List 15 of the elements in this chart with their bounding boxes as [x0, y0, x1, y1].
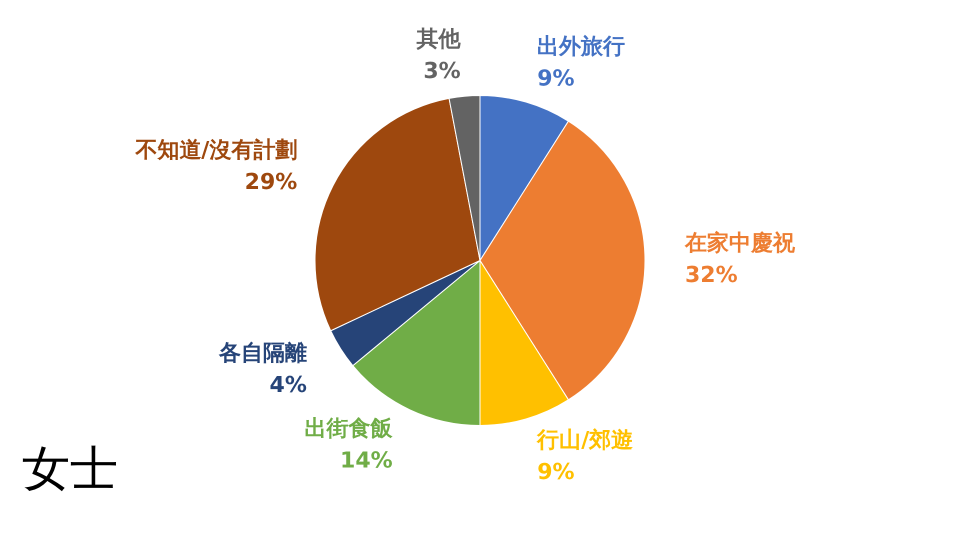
- data-label: 9%: [537, 66, 575, 92]
- data-label: 29%: [244, 170, 298, 196]
- slice-label: 不知道/沒有計劃: [134, 138, 298, 164]
- text: 女士: [22, 441, 118, 497]
- slice-label: 行山/郊遊: [536, 428, 634, 454]
- data-label: 4%: [270, 373, 307, 398]
- slice-label: 在家中慶祝: [684, 230, 796, 256]
- slice-label: 出外旅行: [537, 34, 626, 60]
- slice-label: 出街食飯: [304, 416, 394, 442]
- slice-label: 其他: [416, 27, 462, 52]
- data-label: 14%: [340, 448, 393, 474]
- slice-label: 各自隔離: [218, 341, 307, 366]
- data-label: 9%: [537, 460, 575, 486]
- data-label: 3%: [423, 59, 461, 84]
- data-label: 32%: [685, 263, 738, 288]
